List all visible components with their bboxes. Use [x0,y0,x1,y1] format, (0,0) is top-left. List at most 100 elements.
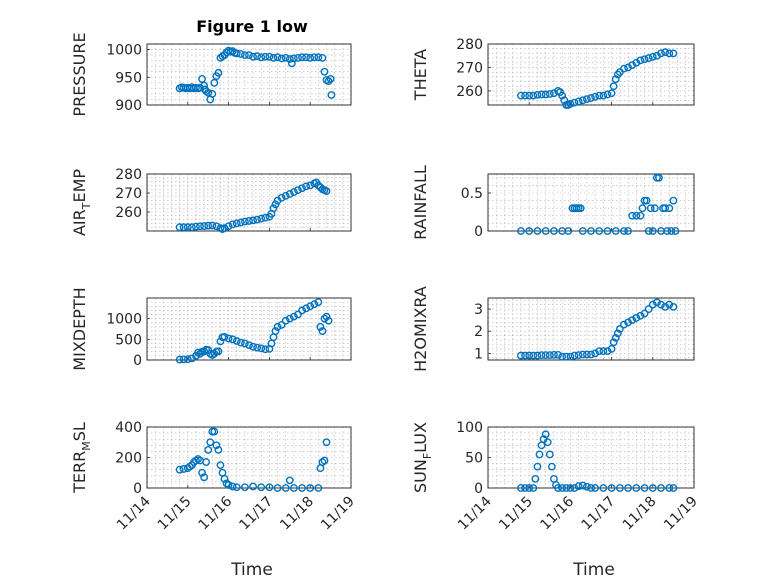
data-point [302,304,311,313]
y-tick-label: 1 [474,346,483,362]
y-label-subscript: T [80,202,93,210]
data-series [517,298,678,361]
data-point [257,483,266,492]
data-point [306,302,315,311]
data-point [273,323,282,331]
axes-box [487,297,695,361]
data-point [576,204,585,213]
y-tick-label: 2 [474,324,483,340]
y-label-main: TERR [70,451,89,494]
data-point [194,455,202,463]
data-point [314,484,323,492]
data-point [245,341,253,350]
x-axis-label-left: Time [230,560,273,580]
data-point [624,318,632,327]
x-tick-label: 11/18 [277,494,317,534]
y-tick-label: 280 [456,37,483,53]
data-point [599,91,608,100]
x-tick-label: 11/18 [620,494,660,534]
data-point [525,484,534,492]
data-point [560,96,569,105]
data-point [289,312,298,321]
data-point [285,314,294,323]
data-point [285,55,294,63]
data-point [558,352,567,361]
data-point [179,223,188,232]
data-point [599,347,608,356]
data-point [298,306,306,315]
y-tick-label: 270 [456,60,483,76]
y-tick-label: 500 [115,332,142,348]
subplot-pressure: 900 950 1000 PRESSURE [70,32,352,117]
data-point [582,482,591,491]
data-point [273,484,282,492]
data-point [603,90,612,99]
data-point [570,351,579,360]
x-axis-label-right: Time [572,560,615,580]
data-point [183,223,192,232]
data-point [228,335,237,344]
data-point [541,430,550,439]
data-point [202,87,211,96]
data-point [537,90,546,99]
data-point [271,327,280,335]
data-point [574,482,583,491]
data-point [294,186,302,195]
plot-area [487,173,695,232]
data-series [175,46,336,104]
data-point [632,58,641,67]
data-point [613,329,622,338]
data-point [222,479,231,488]
data-point [208,90,217,98]
data-point [607,89,616,98]
data-point [566,99,575,108]
y-axis-label: AIRTEMP [70,169,93,236]
data-point [550,351,558,359]
data-point [294,310,302,319]
data-point [595,91,604,100]
data-point [578,350,587,359]
data-point [529,351,538,360]
data-point [529,484,538,492]
data-point [269,53,278,62]
data-point [306,484,315,492]
y-tick-label: 260 [456,84,483,100]
y-tick-label: 3 [474,302,483,318]
data-point [232,219,241,228]
data-point [200,222,209,230]
data-point [665,204,674,213]
data-point [241,339,249,348]
data-point [298,484,306,492]
data-point [564,227,573,235]
data-point [322,187,331,196]
data-point [642,196,651,205]
data-series [517,48,678,109]
data-point [277,193,286,202]
data-point [318,53,327,62]
data-point [241,483,249,492]
data-point [650,204,659,213]
data-point [224,222,233,231]
data-point [302,182,311,191]
y-tick-label: 0 [133,353,142,369]
y-label-subscript: M [80,441,93,451]
y-tick-label: 1000 [106,43,142,59]
data-point [663,227,672,235]
data-point [533,91,542,99]
axes-box [146,173,352,232]
data-point [533,227,542,235]
data-point [599,484,608,492]
y-tick-label: 270 [115,186,142,202]
x-tick-label: 11/19 [318,494,358,534]
data-point [671,227,680,235]
data-point [607,484,616,492]
data-point [198,75,206,83]
data-point [648,227,657,235]
data-point [320,314,329,323]
data-point [253,52,262,61]
data-point [667,227,676,235]
data-point [545,450,554,459]
data-point [582,350,591,359]
y-tick-label: 900 [115,98,142,114]
data-point [632,211,641,220]
